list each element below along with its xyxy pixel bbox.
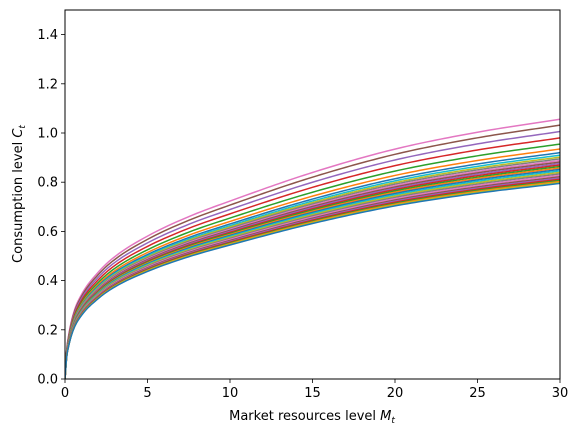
series-layer	[65, 118, 560, 379]
x-tick-label: 10	[222, 386, 239, 401]
x-tick-label: 15	[304, 386, 321, 401]
y-tick-label: 0.0	[37, 373, 58, 388]
plot-background	[65, 10, 560, 379]
x-tick-label: 20	[387, 386, 404, 401]
y-axis-label-text: Consumption level	[11, 138, 26, 263]
y-tick-label: 0.4	[37, 274, 58, 289]
x-tick-label: 0	[61, 386, 69, 401]
y-axis-label-sub: t	[18, 125, 28, 129]
series-line-4	[65, 137, 560, 379]
y-axis-label-var: C	[11, 128, 26, 138]
y-tick-label: 0.2	[37, 323, 58, 338]
y-tick-label: 0.6	[37, 225, 58, 240]
y-tick-label: 1.2	[37, 77, 58, 92]
x-axis-ticks: 0 5 10 15 20 25 30	[61, 379, 568, 401]
x-axis-label-sub: t	[391, 416, 395, 426]
x-tick-label: 5	[143, 386, 151, 401]
series-line-2	[65, 124, 560, 379]
x-tick-label: 30	[552, 386, 569, 401]
series-line-3	[65, 130, 560, 379]
y-axis-label: Consumption level Ct	[11, 125, 28, 263]
y-tick-label: 1.4	[37, 28, 58, 43]
y-tick-label: 1.0	[37, 127, 58, 142]
y-axis-ticks: 0.0 0.2 0.4 0.6 0.8 1.0 1.2 1.4	[37, 28, 65, 388]
series-line-28	[65, 182, 560, 379]
x-tick-label: 25	[469, 386, 486, 401]
y-tick-label: 0.8	[37, 176, 58, 191]
x-axis-label-var: M	[380, 409, 391, 424]
x-axis-label-text: Market resources level	[229, 409, 380, 424]
x-axis-label: Market resources level Mt	[229, 409, 395, 426]
